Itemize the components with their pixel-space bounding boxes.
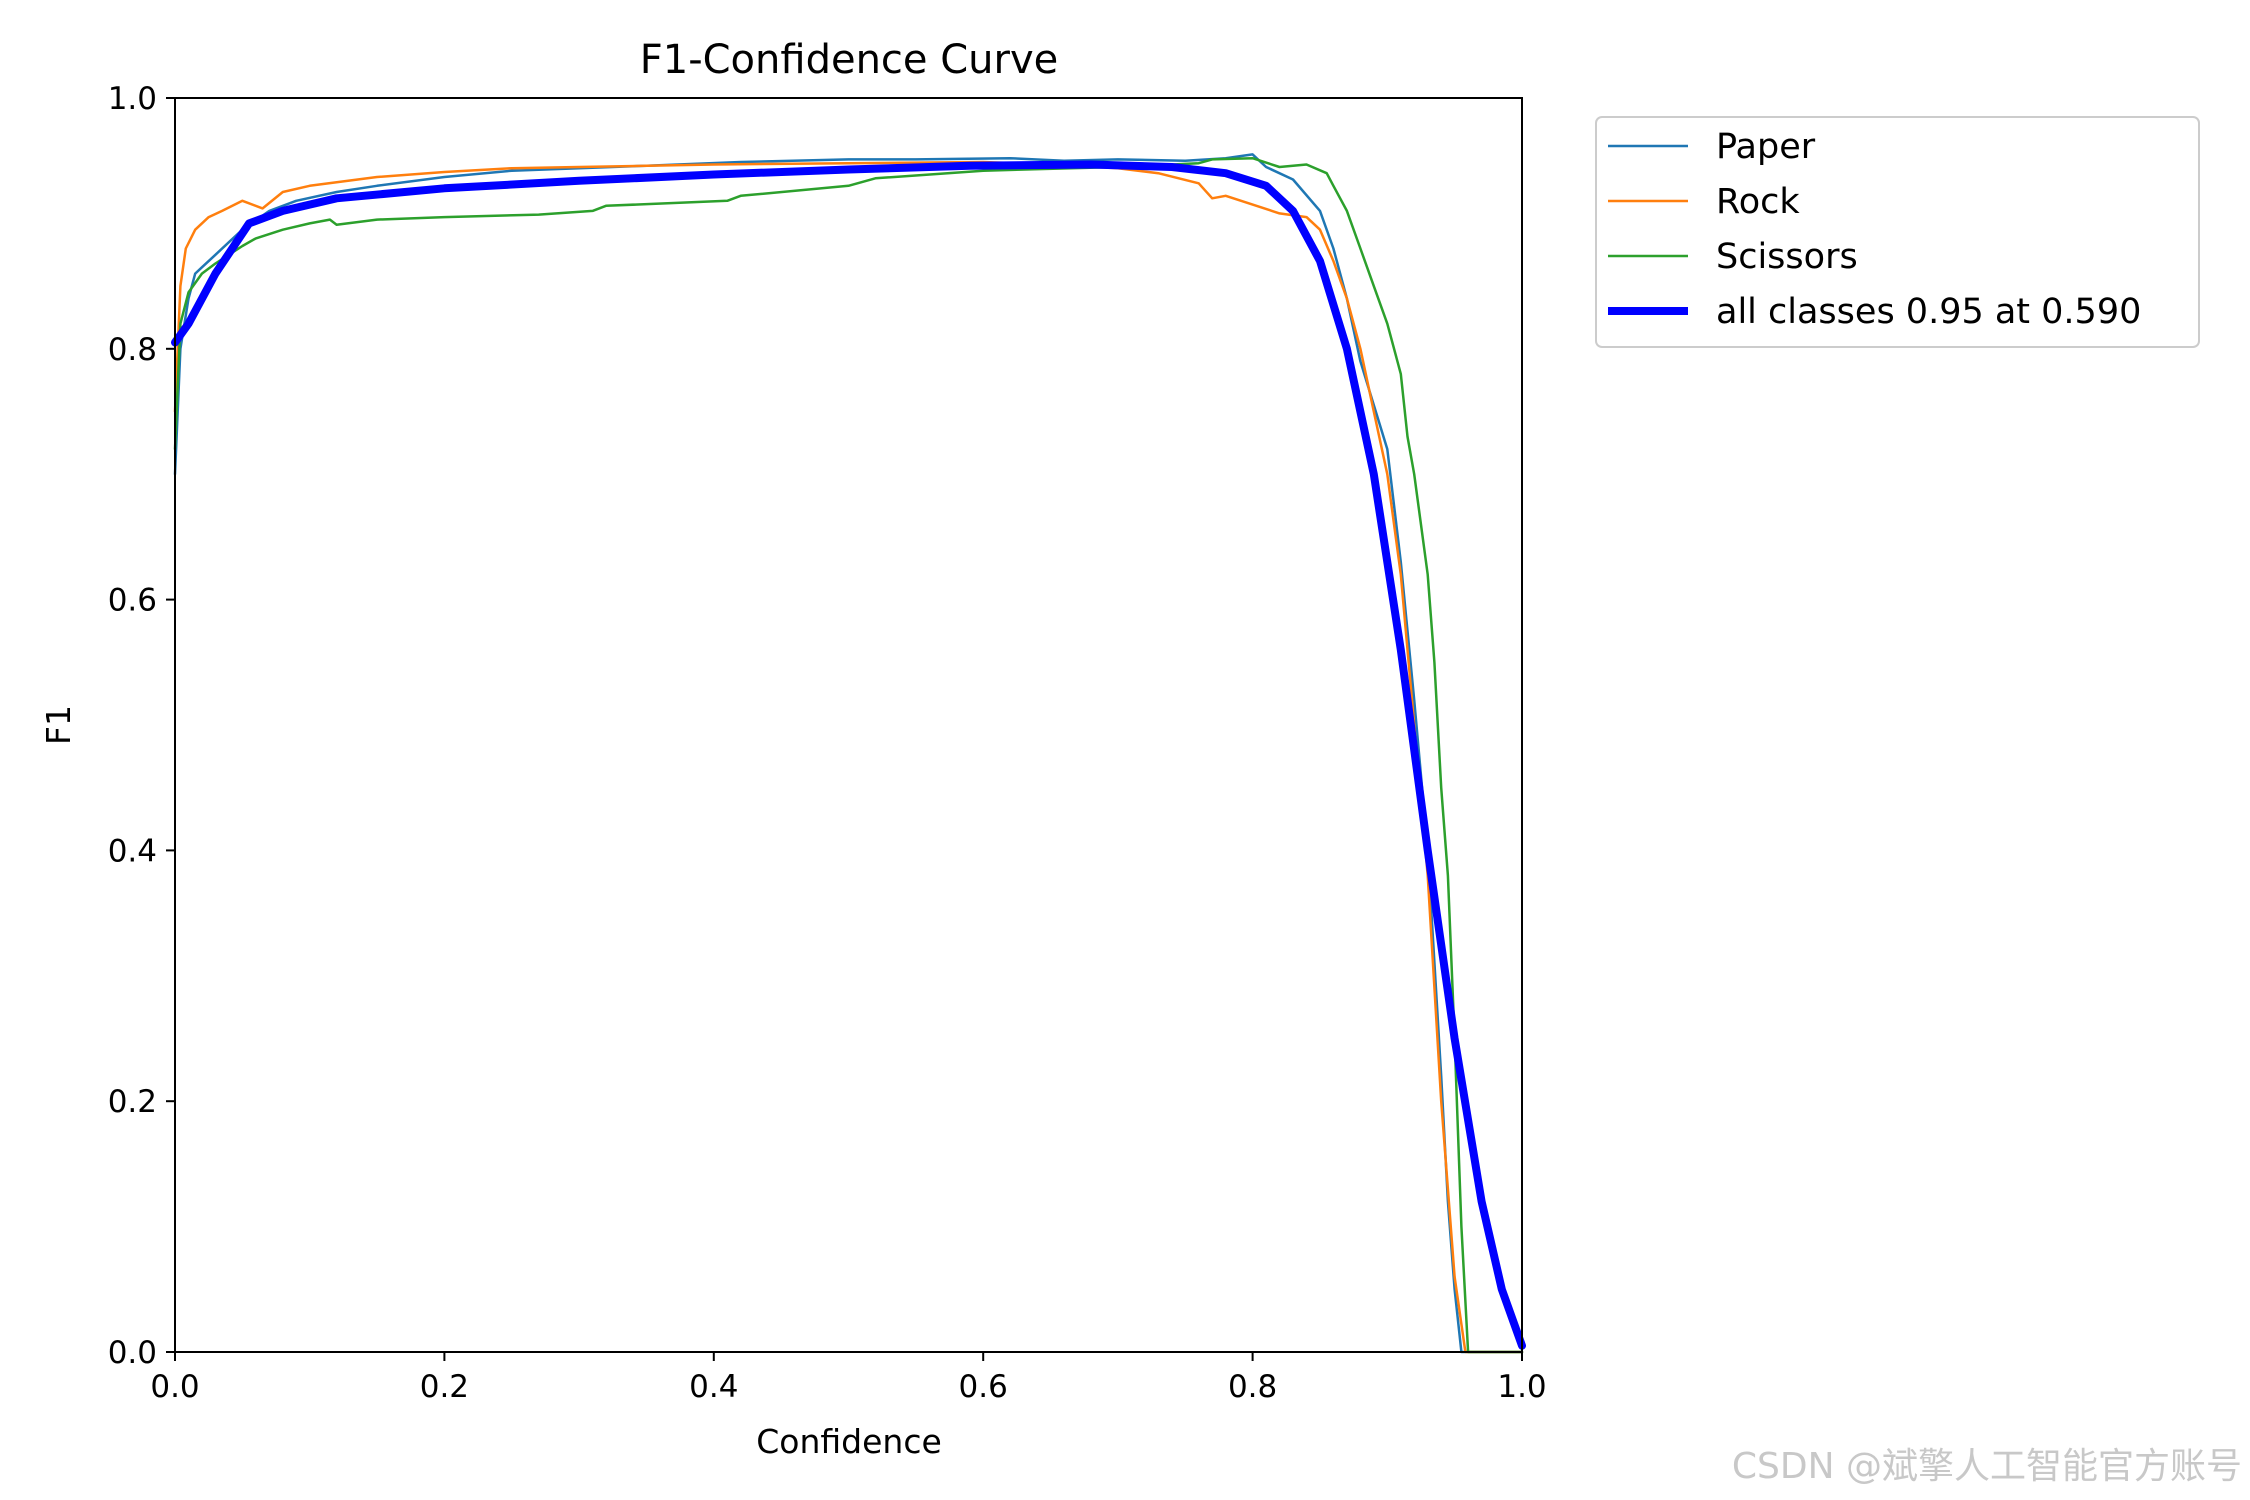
y-axis-label: F1: [39, 705, 78, 745]
legend-label: Rock: [1716, 182, 1800, 222]
y-tick-label: 0.6: [108, 583, 157, 619]
series-line-0: [173, 153, 1524, 1354]
x-axis-ticks: 0.0 0.2 0.4 0.6 0.8 1.0: [150, 1352, 1547, 1405]
x-tick-label: 0.0: [150, 1369, 199, 1405]
legend-label: Paper: [1716, 127, 1816, 167]
legend: Paper Rock Scissors all classes 0.95 at 0.5…: [1595, 116, 2200, 348]
legend-label: all classes 0.95 at 0.590: [1716, 292, 2141, 332]
x-tick-label: 1.0: [1497, 1369, 1546, 1405]
series-line-3: [171, 160, 1526, 1350]
x-tick-label: 0.4: [689, 1369, 738, 1405]
x-axis-label: Confidence: [756, 1422, 942, 1461]
y-tick-label: 0.0: [108, 1335, 157, 1371]
y-tick-label: 0.8: [108, 332, 157, 368]
y-tick-label: 0.2: [108, 1084, 157, 1120]
y-axis-ticks: 0.0 0.2 0.4 0.6 0.8 1.0: [108, 81, 175, 1371]
x-tick-label: 0.8: [1228, 1369, 1277, 1405]
plot-frame: [174, 97, 1523, 1353]
legend-box: [1595, 116, 2200, 348]
watermark: CSDN @斌擎人工智能官方账号: [1732, 1446, 2242, 1487]
legend-label: Scissors: [1716, 237, 1858, 277]
x-tick-label: 0.2: [420, 1369, 469, 1405]
series-line-1: [173, 160, 1524, 1354]
chart-title: F1-Confidence Curve: [640, 37, 1059, 83]
series-lines: [171, 153, 1526, 1354]
x-tick-label: 0.6: [959, 1369, 1008, 1405]
y-tick-label: 1.0: [108, 81, 157, 117]
y-tick-label: 0.4: [108, 833, 157, 869]
